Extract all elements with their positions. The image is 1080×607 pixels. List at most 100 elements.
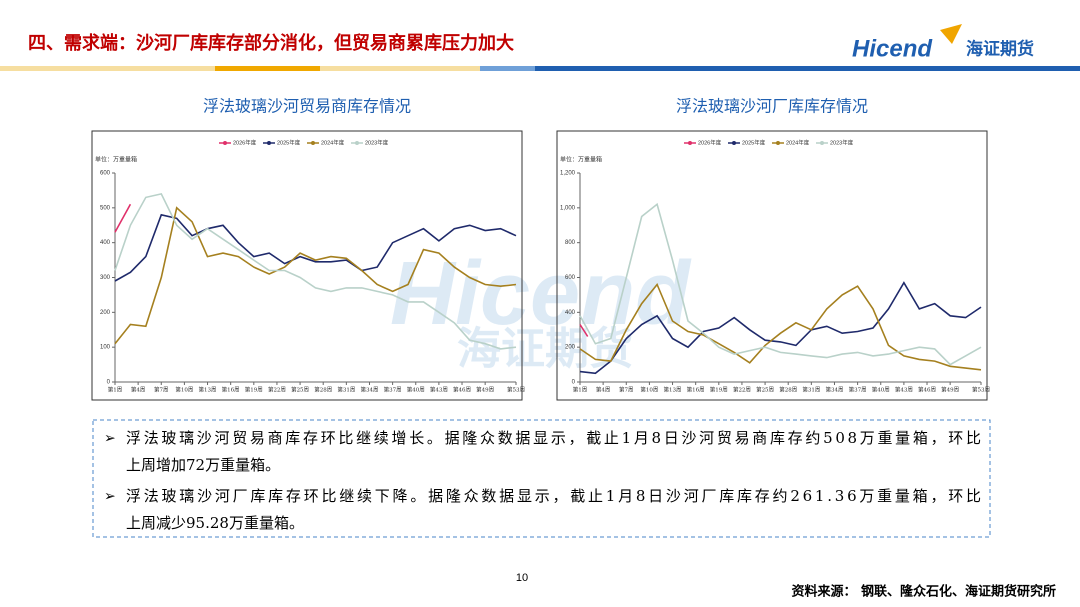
stripe	[320, 66, 480, 71]
x-tick-label: 第25周	[291, 386, 309, 394]
legend-label: 2026年度	[698, 138, 722, 146]
stripe	[0, 66, 215, 71]
bullet-text: 上周减少95.28万重量箱。	[126, 514, 304, 532]
logo-cn: 海证期货	[966, 39, 1034, 60]
x-tick-label: 第43周	[430, 386, 448, 394]
x-tick-label: 第43周	[895, 386, 913, 394]
page-number: 10	[516, 572, 528, 584]
chart-title: 浮法玻璃沙河贸易商库存情况	[203, 97, 411, 116]
legend-marker	[688, 141, 692, 145]
x-tick-label: 第13周	[199, 386, 217, 394]
x-tick-label: 第16周	[222, 386, 240, 394]
y-tick-label: 0	[572, 380, 576, 386]
legend-marker	[355, 141, 359, 145]
bullet-icon: ➢	[104, 430, 116, 446]
bullet-icon: ➢	[104, 488, 116, 504]
legend-label: 2025年度	[277, 138, 301, 146]
unit-label: 单位：万重量箱	[560, 156, 602, 164]
bullet-text: 浮法玻璃沙河贸易商库存环比继续增长。据隆众数据显示，截止1月8日沙河贸易商库存约…	[126, 429, 981, 447]
chart-title: 浮法玻璃沙河厂库库存情况	[676, 97, 868, 116]
chart-frame	[556, 130, 988, 401]
x-tick-label: 第34周	[360, 386, 378, 394]
x-tick-label: 第25周	[756, 386, 774, 394]
x-tick-label: 第10周	[640, 386, 658, 394]
stripe	[535, 66, 1080, 71]
logo-mark	[940, 24, 962, 44]
series-line	[114, 213, 517, 282]
series-line	[579, 282, 982, 371]
y-tick-label: 100	[100, 345, 111, 351]
y-tick-label: 600	[100, 171, 111, 177]
x-tick-label: 第4周	[131, 386, 146, 394]
y-tick-label: 500	[100, 205, 111, 211]
x-tick-label: 第40周	[407, 386, 425, 394]
x-tick-label: 第37周	[384, 386, 402, 394]
y-tick-label: 400	[565, 310, 576, 316]
x-tick-label: 第7周	[154, 386, 169, 394]
legend-label: 2023年度	[830, 138, 854, 146]
y-tick-label: 800	[565, 240, 576, 246]
x-tick-label: 第13周	[664, 386, 682, 394]
stripe	[215, 66, 320, 71]
source: 资料来源： 钢联、隆众石化、海证期货研究所	[791, 584, 1056, 600]
legend-marker	[820, 141, 824, 145]
legend-marker	[776, 141, 780, 145]
x-tick-label: 第19周	[710, 386, 728, 394]
x-tick-label: 第37周	[849, 386, 867, 394]
legend-label: 2025年度	[742, 138, 766, 146]
series-line	[114, 203, 132, 233]
y-tick-label: 200	[565, 345, 576, 351]
watermark: Hicend	[390, 244, 692, 344]
text-box	[92, 419, 991, 538]
legend-label: 2024年度	[786, 138, 810, 146]
x-tick-label: 第34周	[825, 386, 843, 394]
x-tick-label: 第46周	[918, 386, 936, 394]
watermark-cn: 海证期货	[457, 324, 633, 375]
x-tick-label: 第28周	[779, 386, 797, 394]
series-line	[579, 324, 589, 337]
x-tick-label: 第31周	[337, 386, 355, 394]
x-tick-label: 第16周	[687, 386, 705, 394]
x-tick-label: 第1周	[573, 386, 588, 394]
legend-label: 2026年度	[233, 138, 257, 146]
bullet-text: 浮法玻璃沙河厂库库存环比继续下降。据隆众数据显示，截止1月8日沙河厂库库存约26…	[126, 487, 981, 505]
y-tick-label: 1,200	[560, 171, 576, 177]
x-tick-label: 第53周	[507, 386, 525, 394]
x-tick-label: 第19周	[245, 386, 263, 394]
stripe	[480, 66, 535, 71]
x-tick-label: 第4周	[596, 386, 611, 394]
x-tick-label: 第53周	[972, 386, 990, 394]
y-tick-label: 400	[100, 240, 111, 246]
series-line	[114, 192, 517, 350]
logo: Hicend	[852, 35, 933, 62]
legend-label: 2024年度	[321, 138, 345, 146]
series-line	[579, 202, 982, 366]
chart-frame	[91, 130, 523, 401]
x-tick-label: 第40周	[872, 386, 890, 394]
x-tick-label: 第49周	[941, 386, 959, 394]
x-tick-label: 第28周	[314, 386, 332, 394]
y-tick-label: 300	[100, 275, 111, 281]
x-tick-label: 第31周	[802, 386, 820, 394]
legend-marker	[311, 141, 315, 145]
legend-label: 2023年度	[365, 138, 389, 146]
x-tick-label: 第22周	[268, 386, 286, 394]
x-tick-label: 第49周	[476, 386, 494, 394]
legend-marker	[732, 141, 736, 145]
y-tick-label: 600	[565, 275, 576, 281]
x-tick-label: 第7周	[619, 386, 634, 394]
x-tick-label: 第22周	[733, 386, 751, 394]
y-tick-label: 200	[100, 310, 111, 316]
legend-marker	[267, 141, 271, 145]
x-tick-label: 第46周	[453, 386, 471, 394]
slide-title: 四、需求端：沙河厂库库存部分消化，但贸易商累库压力加大	[28, 32, 514, 54]
legend-marker	[223, 141, 227, 145]
unit-label: 单位：万重量箱	[95, 156, 137, 164]
y-tick-label: 0	[107, 380, 111, 386]
x-tick-label: 第10周	[175, 386, 193, 394]
series-line	[114, 206, 517, 345]
x-tick-label: 第1周	[108, 386, 123, 394]
series-line	[579, 281, 982, 375]
